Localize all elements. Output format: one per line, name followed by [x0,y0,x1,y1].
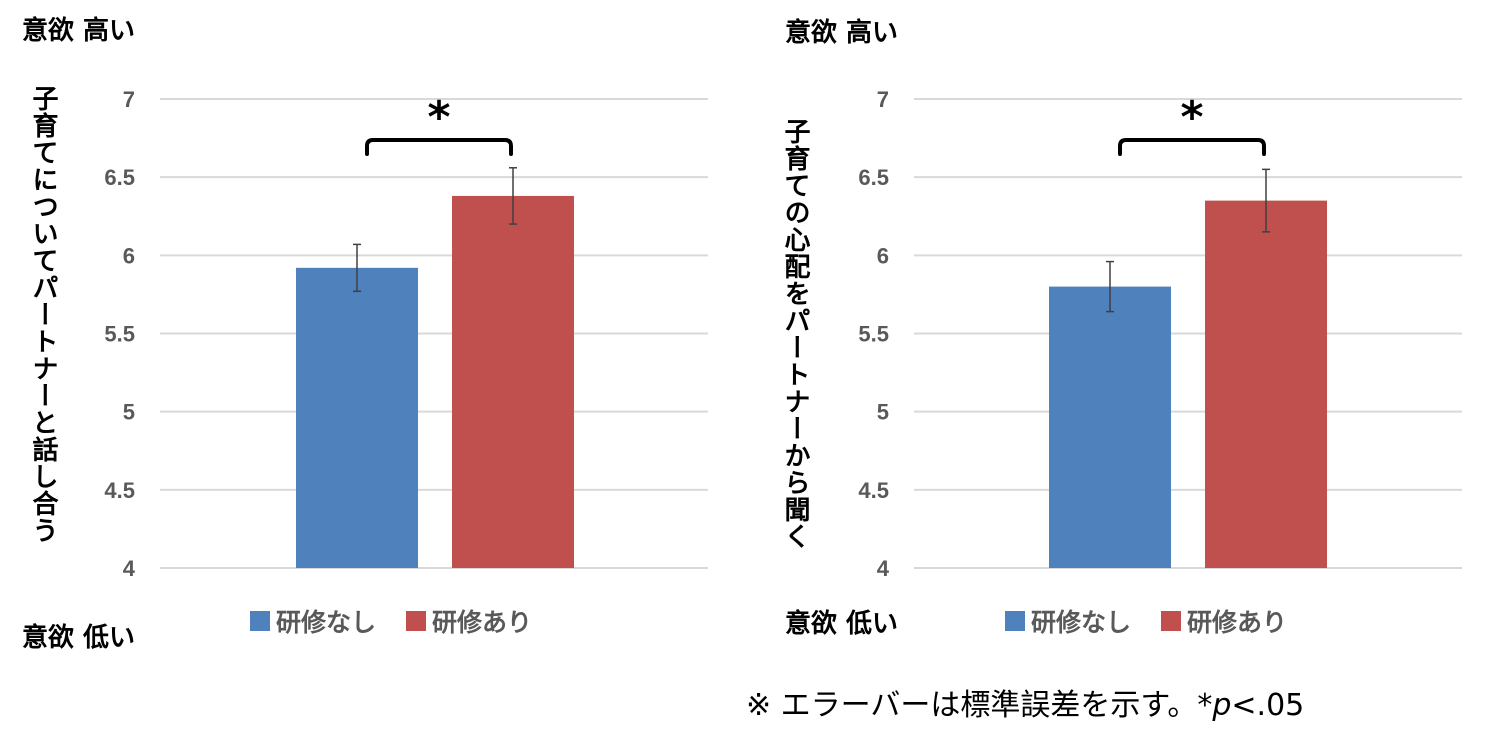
footnote-suffix: <.05 [1231,688,1305,723]
significance-star: * [1180,92,1203,143]
y-tick-label: 7 [877,87,889,112]
legend-item-no-training: 研修なし [1005,603,1131,639]
bar [296,267,418,568]
legend-swatch-blue [250,611,270,631]
low-motivation-label: 意欲 低い [785,609,899,639]
y-tick-label: 7 [123,87,135,112]
y-tick-label: 5 [877,400,889,425]
footnote-p: p [1212,688,1232,723]
significance-bracket [1118,138,1266,156]
bar-chart: 4 4.5 5 5.5 6 6.5 7 * [104,87,708,581]
significance-star: * [427,92,450,143]
legend-label: 研修あり [1187,608,1288,637]
legend-label: 研修なし [1031,608,1132,637]
legend-label: 研修なし [276,608,377,637]
legend-swatch-blue [1005,611,1025,631]
legend-item-no-training: 研修なし [250,603,376,639]
bar [1205,200,1327,568]
y-tick-label: 4.5 [858,478,889,503]
legend-swatch-red [1161,611,1182,631]
legend-label: 研修あり [432,608,533,637]
chart-panel-left: 意欲 高い 子育てについてパートナーと話し合う 4 4.5 5 5.5 6 6.5 7 * 研… [0,0,742,744]
footnote-prefix: ※ エラーバーは標準誤差を示す。* [746,688,1213,723]
y-tick-label: 6.5 [104,165,135,190]
y-tick-label: 4 [877,556,890,581]
chart-panel-right: 意欲 高い 子育ての心配をパートナーから聞く 4 4.5 5 5.5 6 6.5 7 * 意欲… [742,0,1485,744]
legend: 研修なし 研修あり [250,603,532,639]
bar-chart: 4 4.5 5 5.5 6 6.5 7 * [858,87,1462,581]
high-motivation-label: 意欲 高い [22,16,136,46]
y-tick-label: 5.5 [858,322,889,347]
high-motivation-label: 意欲 高い [785,18,899,48]
low-motivation-label: 意欲 低い [22,623,136,653]
y-tick-label: 4 [123,556,136,581]
y-axis-title: 子育てについてパートナーと話し合う [28,85,58,544]
legend-item-training: 研修あり [406,603,532,639]
legend-swatch-red [406,611,427,631]
footnote: ※ エラーバーは標準誤差を示す。*p<.05 [746,680,1304,724]
legend: 研修なし 研修あり [1005,603,1287,639]
bar [452,195,574,568]
y-tick-label: 6 [123,243,135,268]
y-tick-label: 5.5 [104,322,135,347]
y-tick-label: 6.5 [858,165,889,190]
y-tick-label: 6 [877,243,889,268]
significance-bracket [365,138,513,156]
y-tick-label: 5 [123,400,135,425]
bar [1049,286,1171,568]
legend-item-training: 研修あり [1161,603,1287,639]
y-axis-title: 子育ての心配をパートナーから聞く [780,118,810,550]
y-tick-label: 4.5 [104,478,135,503]
